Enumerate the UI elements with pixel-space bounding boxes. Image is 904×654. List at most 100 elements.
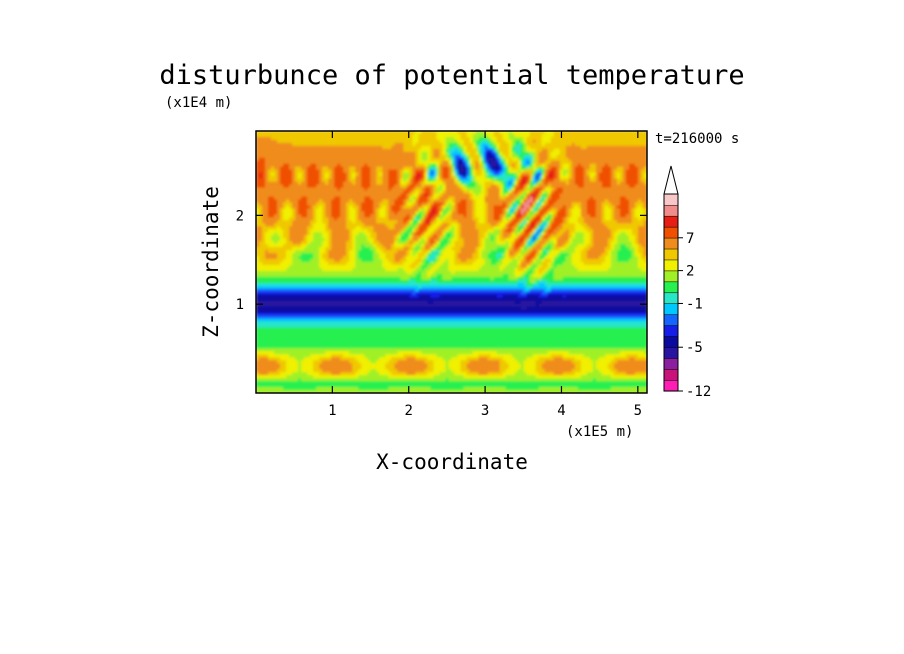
contour-cell — [562, 196, 567, 201]
contour-cell — [391, 169, 395, 174]
contour-cell — [352, 178, 356, 183]
contour-cell — [355, 151, 359, 156]
contour-cell — [619, 136, 624, 141]
contour-cell — [601, 175, 606, 180]
contour-cell — [262, 202, 266, 207]
contour-cell — [634, 160, 639, 165]
contour-cell — [406, 166, 410, 171]
contour-cell — [463, 187, 468, 192]
contour-cell — [529, 160, 534, 165]
contour-cell — [472, 202, 477, 207]
contour-cell — [559, 205, 564, 210]
contour-cell — [511, 196, 516, 201]
contour-cell — [448, 163, 453, 168]
contour-cell — [514, 214, 519, 218]
contour-cell — [463, 226, 468, 230]
contour-cell — [484, 211, 489, 215]
contour-cell — [577, 211, 582, 215]
contour-cell — [259, 211, 263, 215]
contour-cell — [337, 223, 341, 227]
contour-cell — [538, 190, 543, 195]
contour-cell — [622, 199, 627, 204]
contour-cell — [640, 187, 645, 192]
contour-cell — [613, 199, 618, 204]
contour-cell — [514, 184, 519, 189]
contour-cell — [433, 160, 438, 165]
contour-cell — [505, 190, 510, 195]
contour-cell — [643, 193, 647, 198]
contour-cell — [391, 131, 395, 135]
contour-cell — [499, 169, 504, 174]
contour-cell — [349, 136, 353, 141]
contour-cell — [502, 223, 507, 227]
contour-cell — [511, 208, 516, 212]
contour-cell — [466, 169, 471, 174]
contour-cell — [607, 202, 612, 207]
contour-cell — [376, 148, 380, 153]
contour-cell — [316, 196, 320, 201]
contour-cell — [445, 175, 450, 180]
contour-cell — [562, 199, 567, 204]
contour-cell — [562, 157, 567, 162]
contour-cell — [412, 214, 417, 218]
contour-cell — [607, 187, 612, 192]
contour-cell — [382, 175, 386, 180]
contour-cell — [607, 148, 612, 153]
contour-cell — [478, 151, 483, 156]
contour-cell — [346, 223, 350, 227]
contour-cell — [418, 214, 423, 218]
contour-cell — [511, 154, 516, 159]
contour-cell — [346, 214, 350, 218]
contour-cell — [640, 166, 645, 171]
contour-cell — [364, 131, 368, 135]
contour-cell — [328, 178, 332, 183]
contour-cell — [523, 223, 528, 227]
contour-cell — [619, 175, 624, 180]
contour-cell — [418, 154, 423, 159]
contour-cell — [409, 163, 413, 168]
contour-cell — [586, 196, 591, 201]
contour-cell — [472, 217, 477, 221]
contour-cell — [634, 172, 639, 177]
contour-cell — [334, 187, 338, 192]
contour-cell — [385, 169, 389, 174]
contour-cell — [589, 166, 594, 171]
contour-cell — [370, 151, 374, 156]
contour-cell — [496, 196, 501, 201]
contour-cell — [274, 157, 278, 162]
contour-cell — [448, 184, 453, 189]
contour-cell — [376, 190, 380, 195]
contour-cell — [493, 133, 498, 138]
contour-cell — [637, 154, 642, 159]
contour-cell — [406, 190, 410, 195]
contour-cell — [409, 145, 413, 150]
contour-cell — [625, 160, 630, 165]
contour-cell — [310, 205, 314, 210]
contour-cell — [346, 211, 350, 215]
contour-cell — [613, 154, 618, 159]
contour-cell — [298, 131, 302, 135]
contour-cell — [583, 139, 588, 144]
contour-cell — [640, 184, 645, 189]
contour-cell — [499, 157, 504, 162]
contour-cell — [271, 190, 275, 195]
contour-cell — [397, 199, 401, 204]
contour-cell — [595, 223, 600, 227]
contour-cell — [418, 193, 423, 198]
contour-cell — [556, 142, 561, 147]
contour-cell — [334, 160, 338, 165]
contour-cell — [460, 208, 465, 212]
contour-cell — [343, 145, 347, 150]
contour-cell — [625, 157, 630, 162]
contour-cell — [595, 136, 600, 141]
contour-cell — [604, 145, 609, 150]
contour-cell — [373, 160, 377, 165]
contour-cell — [352, 211, 356, 215]
contour-cell — [529, 205, 534, 210]
contour-cell — [511, 199, 516, 204]
contour-cell — [262, 193, 266, 198]
contour-cell — [415, 208, 420, 212]
contour-cell — [325, 214, 329, 218]
contour-cell — [616, 139, 621, 144]
contour-cell — [412, 142, 417, 147]
